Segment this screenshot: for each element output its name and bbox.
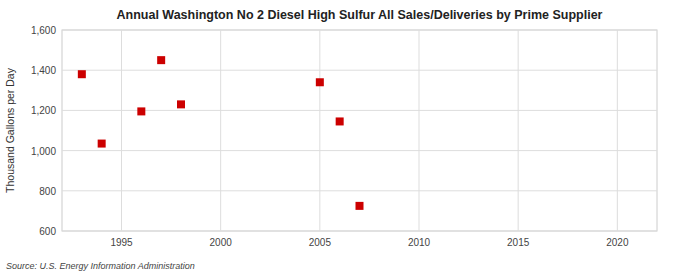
plot-frame [62, 30, 657, 231]
grid-line [62, 231, 657, 232]
grid-line [617, 30, 618, 231]
point [336, 117, 344, 125]
grid [62, 30, 657, 231]
chart: Annual Washington No 2 Diesel High Sulfu… [0, 0, 675, 275]
grid-line [62, 30, 657, 31]
point [78, 70, 86, 78]
x-tick-label: 2020 [606, 237, 629, 248]
title: Annual Washington No 2 Diesel High Sulfu… [117, 8, 603, 22]
x-tick-label: 2010 [408, 237, 431, 248]
points [78, 56, 364, 210]
grid-line [62, 150, 657, 151]
point [157, 56, 165, 64]
y-tick-label: 1,400 [31, 65, 56, 76]
point [316, 78, 324, 86]
y-axis-label: Thousand Gallons per Day [4, 67, 16, 193]
grid-line [419, 30, 420, 231]
grid-line [62, 70, 657, 71]
point [137, 107, 145, 115]
x-tick-label: 2015 [507, 237, 530, 248]
source-note: Source: U.S. Energy Information Administ… [6, 261, 195, 271]
grid-line [62, 190, 657, 191]
y-tick-label: 1,200 [31, 105, 56, 116]
y-tick-label: 1,000 [31, 146, 56, 157]
y-tick-label: 1,600 [31, 25, 56, 36]
point [177, 100, 185, 108]
tick-labels: 600 800 1,000 1,200 1,400 1,600 1995 2000 2005 20… [31, 25, 629, 248]
y-tick-label: 800 [39, 186, 56, 197]
point [98, 140, 106, 148]
grid-line [62, 110, 657, 111]
x-tick-label: 2005 [309, 237, 332, 248]
x-tick-label: 2000 [210, 237, 233, 248]
x-tick-label: 1995 [110, 237, 133, 248]
grid-line [518, 30, 519, 231]
grid-line [220, 30, 221, 231]
point [356, 202, 364, 210]
grid-line [121, 30, 122, 231]
y-tick-label: 600 [39, 226, 56, 237]
grid-line [319, 30, 320, 231]
